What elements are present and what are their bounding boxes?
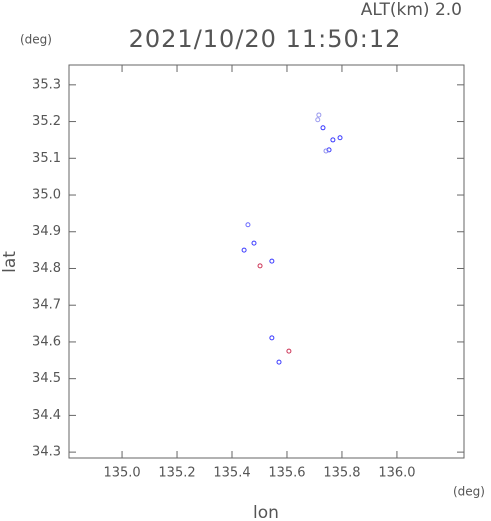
x-tick-label: 135.8 <box>323 466 360 481</box>
y-tick-label: 35.0 <box>32 188 61 203</box>
plot-frame <box>68 64 465 459</box>
y-tick-label: 34.7 <box>32 298 61 313</box>
y-tick-label: 34.8 <box>32 261 61 276</box>
point <box>251 240 257 246</box>
chart-title: 2021/10/20 11:50:12 <box>129 25 402 53</box>
point <box>269 335 275 341</box>
point <box>286 348 292 354</box>
x-tick-label: 135.2 <box>158 466 195 481</box>
point <box>241 247 247 253</box>
point <box>276 359 282 365</box>
point <box>245 222 251 228</box>
y-tick-label: 34.6 <box>32 334 61 349</box>
x-unit: (deg) <box>453 485 485 499</box>
y-tick-label: 34.4 <box>32 408 61 423</box>
y-tick-label: 34.5 <box>32 371 61 386</box>
y-tick-label: 35.3 <box>32 77 61 92</box>
point <box>330 137 336 143</box>
y-axis-label: lat <box>0 251 20 273</box>
point <box>269 258 275 264</box>
x-tick-label: 135.6 <box>268 466 305 481</box>
point <box>337 135 343 141</box>
point <box>320 125 326 131</box>
y-tick-label: 35.2 <box>32 114 61 129</box>
annotation: ALT(km) 2.0 <box>361 0 462 20</box>
x-tick-label: 136.0 <box>378 466 415 481</box>
point <box>257 263 263 269</box>
y-tick-label: 34.3 <box>32 445 61 460</box>
x-tick-label: 135.4 <box>213 466 250 481</box>
y-tick-label: 34.9 <box>32 224 61 239</box>
y-tick-label: 35.1 <box>32 151 61 166</box>
point <box>326 147 332 153</box>
point <box>315 117 321 123</box>
y-unit: (deg) <box>20 33 52 47</box>
x-tick-label: 135.0 <box>103 466 140 481</box>
point <box>323 148 329 154</box>
x-axis-label: lon <box>253 503 279 521</box>
point <box>316 112 322 118</box>
